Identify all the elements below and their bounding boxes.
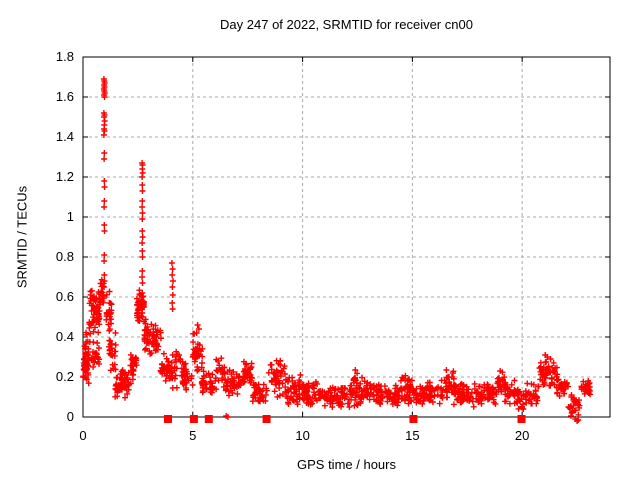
y-tick-label: 1.2	[56, 169, 74, 184]
y-tick-label: 0.8	[56, 249, 74, 264]
y-axis-label: SRMTID / TECUs	[14, 185, 30, 289]
x-tick-label: 15	[405, 428, 419, 443]
x-tick-label: 10	[295, 428, 309, 443]
y-tick-label: 0.6	[56, 289, 74, 304]
y-tick-label: 0	[67, 409, 74, 424]
x-tick-label: 20	[515, 428, 529, 443]
plot-border	[82, 56, 611, 418]
y-tick-label: 0.2	[56, 369, 74, 384]
data-point-cloud	[80, 76, 594, 424]
y-tick-label: 1.8	[56, 49, 74, 64]
y-tick-label: 1.4	[56, 129, 74, 144]
chart-title: Day 247 of 2022, SRMTID for receiver cn0…	[220, 17, 473, 32]
x-axis-label: GPS time / hours	[297, 457, 396, 472]
x-tick-label: 5	[189, 428, 196, 443]
gap-marker	[409, 415, 418, 423]
y-tick-label: 1.6	[56, 89, 74, 104]
gap-marker	[204, 415, 213, 423]
y-tick-label: 1	[67, 209, 74, 224]
gap-marker	[189, 415, 198, 423]
y-tick-label: 0.4	[56, 329, 74, 344]
gap-marker	[517, 415, 526, 423]
gap-marker	[163, 415, 172, 423]
x-tick-label: 0	[79, 428, 86, 443]
gap-marker	[262, 415, 271, 423]
